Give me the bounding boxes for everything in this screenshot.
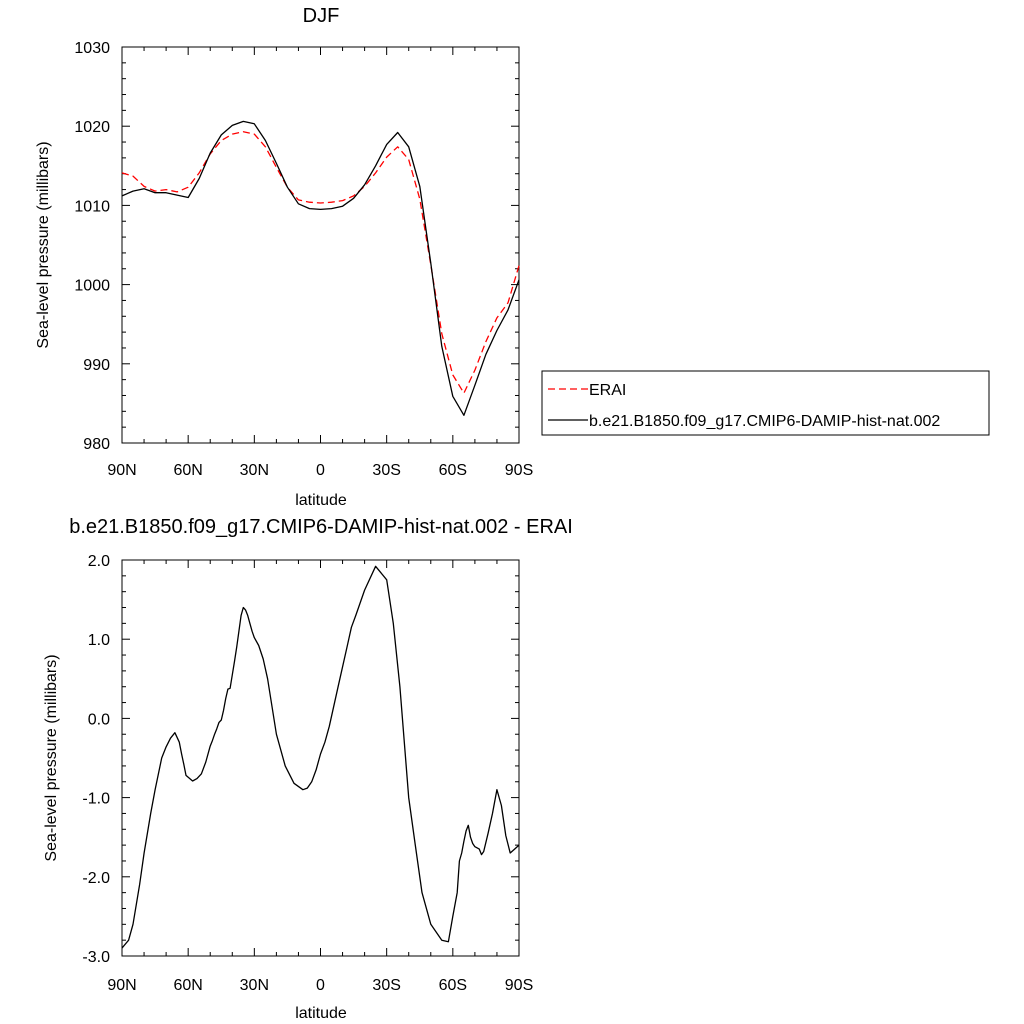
y-tick-label: -2.0: [82, 870, 110, 887]
y-axis-label: Sea-level pressure (millibars): [43, 654, 60, 861]
series-line-1: [121, 120, 520, 416]
x-tick-label: 90S: [505, 977, 533, 994]
panel-top-djf: DJF latitude Sea-level pressure (milliba…: [35, 5, 990, 509]
legend-box: [541, 370, 990, 436]
x-tick-label: 90N: [107, 977, 136, 994]
y-axis-label: Sea-level pressure (millibars): [35, 141, 52, 348]
x-tick-label: 90N: [107, 462, 136, 479]
x-axis-label: latitude: [295, 492, 347, 509]
y-tick-label: 980: [83, 436, 110, 453]
y-tick-label: 1010: [74, 198, 110, 215]
y-tick-label: 990: [83, 357, 110, 374]
x-tick-label: 30N: [240, 977, 269, 994]
legend-label-erai: ERAI: [589, 382, 626, 399]
x-tick-label: 30S: [372, 462, 400, 479]
x-tick-label: 60N: [173, 462, 202, 479]
x-tick-label: 0: [316, 462, 325, 479]
chart-title: b.e21.B1850.f09_g17.CMIP6-DAMIP-hist-nat…: [69, 516, 573, 538]
x-tick-label: 60S: [439, 977, 467, 994]
y-tick-label: -1.0: [82, 791, 110, 808]
legend: ERAI b.e21.B1850.f09_g17.CMIP6-DAMIP-his…: [541, 370, 990, 436]
x-axis-label: latitude: [295, 1005, 347, 1022]
y-tick-label: 1020: [74, 119, 110, 136]
y-tick-label: 1000: [74, 278, 110, 295]
chart-title: DJF: [303, 5, 340, 27]
y-tick-label: 1.0: [88, 632, 110, 649]
plot-frame: [121, 559, 520, 957]
panel-bottom-difference: b.e21.B1850.f09_g17.CMIP6-DAMIP-hist-nat…: [43, 516, 573, 1022]
y-tick-label: 2.0: [88, 553, 110, 570]
x-tick-label: 0: [316, 977, 325, 994]
y-tick-label: -3.0: [82, 949, 110, 966]
y-tick-label: 1030: [74, 40, 110, 57]
y-tick-label: 0.0: [88, 711, 110, 728]
x-tick-label: 30S: [372, 977, 400, 994]
x-tick-label: 30N: [240, 462, 269, 479]
series-line-0: [121, 131, 520, 394]
x-tick-label: 90S: [505, 462, 533, 479]
plot-frame: [121, 46, 520, 444]
x-tick-label: 60N: [173, 977, 202, 994]
legend-label-model: b.e21.B1850.f09_g17.CMIP6-DAMIP-hist-nat…: [589, 413, 940, 430]
x-tick-label: 60S: [439, 462, 467, 479]
series-line-0: [121, 565, 520, 949]
